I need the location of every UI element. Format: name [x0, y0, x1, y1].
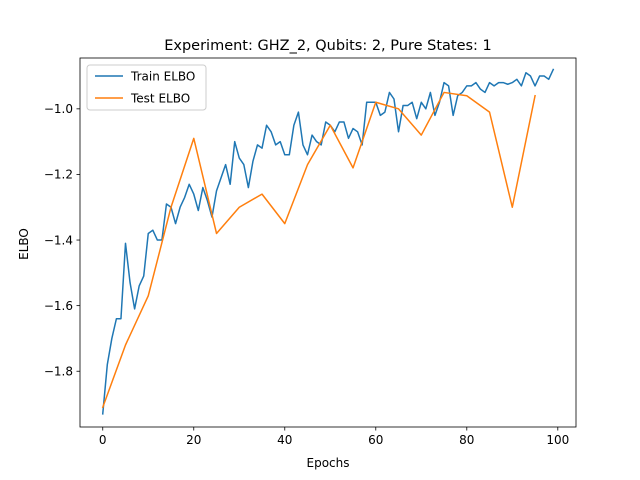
- y-axis-label: ELBO: [17, 228, 31, 260]
- x-tick-label: 0: [99, 433, 107, 447]
- x-axis-label: Epochs: [307, 456, 350, 470]
- ticks: 0 20 40 60 80 100 −1.8 −1.6 −1.4 −1.2 −1.0: [44, 102, 569, 447]
- series-line-test-elbo: [101, 91, 536, 409]
- axes: [79, 57, 577, 428]
- y-tick-label: −1.0: [44, 102, 73, 116]
- y-tick-label: −1.8: [44, 365, 73, 379]
- chart-title: Experiment: GHZ_2, Qubits: 2, Pure State…: [164, 38, 492, 54]
- legend-label: Test ELBO: [130, 91, 190, 105]
- axes-frame: [79, 57, 577, 428]
- plot-lines: [101, 68, 555, 415]
- x-tick-label: 20: [186, 433, 201, 447]
- legend-label: Train ELBO: [130, 69, 195, 83]
- y-tick-label: −1.6: [44, 299, 73, 313]
- y-tick-label: −1.4: [44, 233, 73, 247]
- legend: Train ELBO Test ELBO: [86, 64, 207, 111]
- x-tick-label: 40: [277, 433, 292, 447]
- x-tick-label: 60: [368, 433, 383, 447]
- series-line-train-elbo: [101, 68, 555, 415]
- y-tick-label: −1.2: [44, 168, 73, 182]
- x-tick-label: 80: [459, 433, 474, 447]
- x-tick-label: 100: [546, 433, 569, 447]
